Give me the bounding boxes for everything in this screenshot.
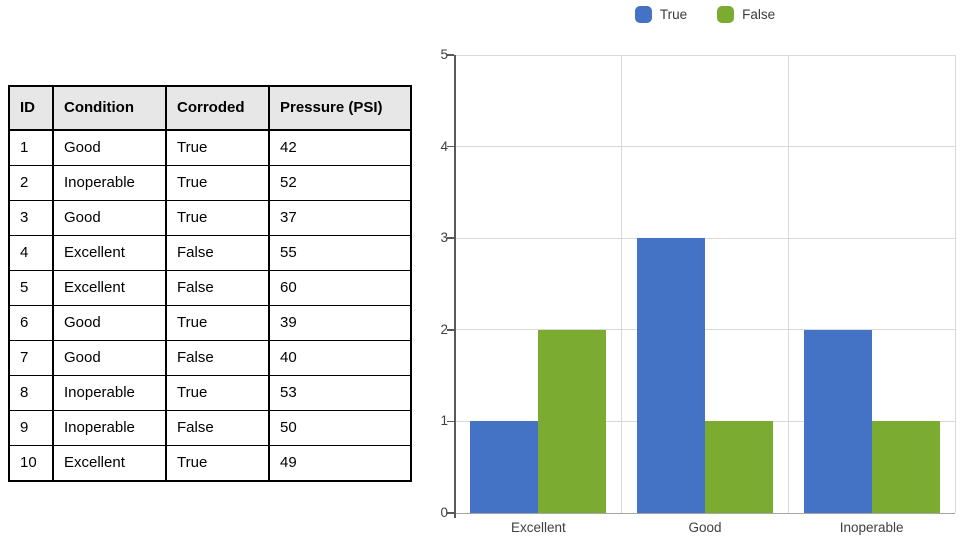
column-header: Pressure (PSI)	[268, 85, 412, 131]
table-header-row: ID Condition Corroded Pressure (PSI)	[8, 85, 412, 131]
column-header: Condition	[52, 85, 167, 131]
y-axis-tick-label: 1	[440, 413, 448, 429]
table-cell: False	[165, 235, 270, 271]
table-row: 8 Inoperable True 53	[8, 375, 412, 411]
y-axis-tick-label: 0	[440, 505, 448, 520]
y-axis-tick-label: 3	[440, 230, 448, 246]
gridline-vertical	[954, 55, 956, 513]
table-cell: Inoperable	[52, 375, 167, 411]
bar-excellent-true	[470, 421, 539, 513]
table-cell: False	[165, 340, 270, 376]
legend-swatch-icon	[634, 6, 652, 23]
table-cell: 2	[8, 165, 54, 201]
chart-legend: True False	[455, 6, 955, 23]
y-axis-tick-label: 2	[440, 321, 448, 337]
y-axis-tick	[447, 54, 454, 56]
table-cell: Good	[52, 200, 167, 236]
table-cell: Inoperable	[52, 410, 167, 446]
table-cell: 37	[268, 200, 412, 236]
gridline-vertical	[621, 55, 623, 513]
table-cell: Good	[52, 305, 167, 341]
gridline-horizontal	[455, 329, 955, 331]
table-cell: True	[165, 375, 270, 411]
bar-excellent-false	[538, 329, 607, 513]
table-cell: 8	[8, 375, 54, 411]
table-cell: 53	[268, 375, 412, 411]
table-cell: 9	[8, 410, 54, 446]
table-cell: False	[165, 270, 270, 306]
table-row: 7 Good False 40	[8, 340, 412, 376]
table-row: 5 Excellent False 60	[8, 270, 412, 306]
table-cell: 49	[268, 445, 412, 482]
table-cell: 50	[268, 410, 412, 446]
y-axis-tick-label: 5	[440, 47, 448, 62]
table-cell: 7	[8, 340, 54, 376]
y-axis-tick	[447, 329, 454, 331]
table-cell: True	[165, 165, 270, 201]
gridline-horizontal	[455, 420, 955, 422]
y-axis-tick	[447, 512, 454, 514]
table-row: 10 Excellent True 49	[8, 445, 412, 482]
pipe-data-table: ID Condition Corroded Pressure (PSI) 1 Good T…	[8, 85, 412, 482]
table-cell: 1	[8, 129, 54, 166]
table-row: 4 Excellent False 55	[8, 235, 412, 271]
table-cell: 55	[268, 235, 412, 271]
table-row: 6 Good True 39	[8, 305, 412, 341]
table-cell: Excellent	[52, 235, 167, 271]
gridline-horizontal	[455, 146, 955, 148]
y-axis-tick	[447, 420, 454, 423]
table-cell: 6	[8, 305, 54, 341]
y-axis-line	[454, 55, 456, 518]
table-cell: 10	[8, 445, 54, 482]
table-cell: True	[165, 445, 270, 482]
table-row: 9 Inoperable False 50	[8, 410, 412, 446]
table-cell: 40	[268, 340, 412, 376]
table-cell: 39	[268, 305, 412, 341]
legend-label: False	[742, 7, 776, 22]
table-cell: 52	[268, 165, 412, 201]
bar-chart-plot-area: 0 1 2 3 4 5 Excellent Good Inoperable	[440, 48, 956, 535]
table-cell: Excellent	[52, 445, 167, 482]
x-axis-category-label: Inoperable	[839, 520, 904, 535]
y-axis-tick-label: 4	[440, 138, 448, 154]
bar-good-false	[705, 421, 773, 513]
legend-item-false: False	[717, 6, 775, 23]
column-header: ID	[8, 85, 54, 131]
gridline-horizontal	[455, 54, 955, 56]
table-row: 3 Good True 37	[8, 200, 412, 236]
table-cell: Good	[52, 340, 167, 376]
bar-good-true	[637, 238, 705, 513]
table-cell: Good	[52, 129, 167, 166]
x-axis-category-label: Good	[688, 520, 722, 535]
table-cell: 4	[8, 235, 54, 271]
bar-inoperable-true	[803, 329, 872, 513]
table-cell: True	[165, 200, 270, 236]
table-cell: 42	[268, 129, 412, 166]
table-cell: False	[165, 410, 270, 446]
legend-item-true: True	[634, 6, 688, 23]
x-axis-category-label: Excellent	[510, 520, 566, 535]
table-cell: 60	[268, 270, 412, 306]
table-cell: True	[165, 129, 270, 166]
legend-swatch-icon	[717, 6, 735, 23]
table-cell: Inoperable	[52, 165, 167, 201]
table-cell: 3	[8, 200, 54, 236]
table-cell: True	[165, 305, 270, 341]
gridline-vertical	[787, 55, 789, 513]
gridline-horizontal	[455, 237, 955, 239]
table-row: 1 Good True 42	[8, 129, 412, 166]
legend-label: True	[659, 7, 688, 22]
table-row: 2 Inoperable True 52	[8, 165, 412, 201]
column-header: Corroded	[165, 85, 270, 131]
table-cell: 5	[8, 270, 54, 306]
table-cell: Excellent	[52, 270, 167, 306]
gridline-horizontal	[455, 512, 955, 514]
y-axis-tick	[447, 237, 454, 239]
bar-inoperable-false	[871, 421, 940, 513]
y-axis-tick	[447, 145, 454, 148]
